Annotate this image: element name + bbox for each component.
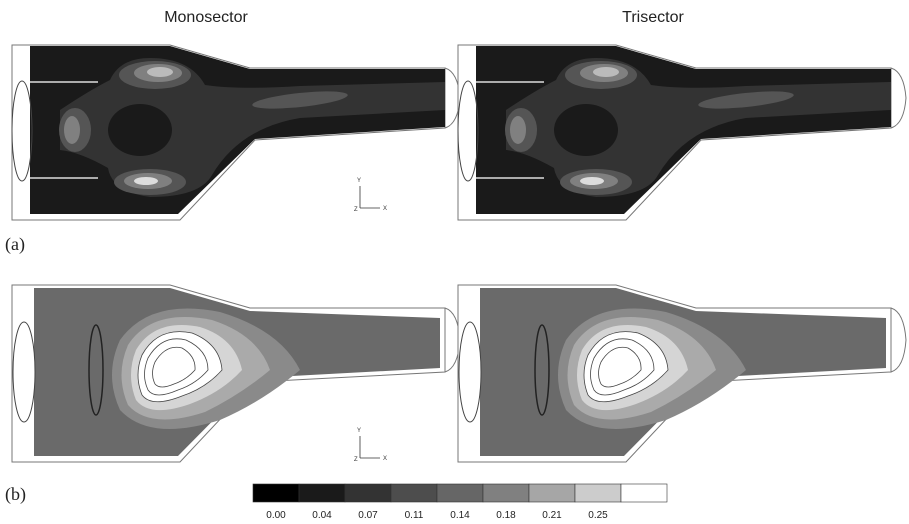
subfigure-label: (a) <box>5 234 25 255</box>
panel-title: Trisector <box>622 9 684 26</box>
contour-plot <box>457 44 907 221</box>
colorbar-tick-label: 0.25 <box>588 510 608 521</box>
axes-triad <box>359 186 380 459</box>
colorbar-tick-label: 0.07 <box>358 510 378 521</box>
colorbar-tick-label: 0.11 <box>405 510 424 521</box>
colorbar-tick-label: 0.04 <box>312 510 332 521</box>
colorbar-tick-label: 0.21 <box>542 510 562 521</box>
colorbar-tick-label: 0.00 <box>266 510 286 521</box>
axis-label: X <box>383 456 387 462</box>
colorbar-tick-label: 0.14 <box>450 510 470 521</box>
colorbar-tick-label: 0.18 <box>496 510 516 521</box>
axis-label: Z <box>354 207 358 213</box>
axis-label: X <box>383 206 387 212</box>
axis-label: Z <box>354 457 358 463</box>
contour-plot <box>457 284 907 463</box>
axis-label: Y <box>357 178 361 184</box>
subfigure-label: (b) <box>5 484 26 505</box>
colorbar <box>252 483 668 503</box>
panel-title: Monosector <box>164 9 248 26</box>
axis-label: Y <box>357 428 361 434</box>
contour-plot <box>11 44 461 221</box>
contour-plot <box>11 284 461 463</box>
